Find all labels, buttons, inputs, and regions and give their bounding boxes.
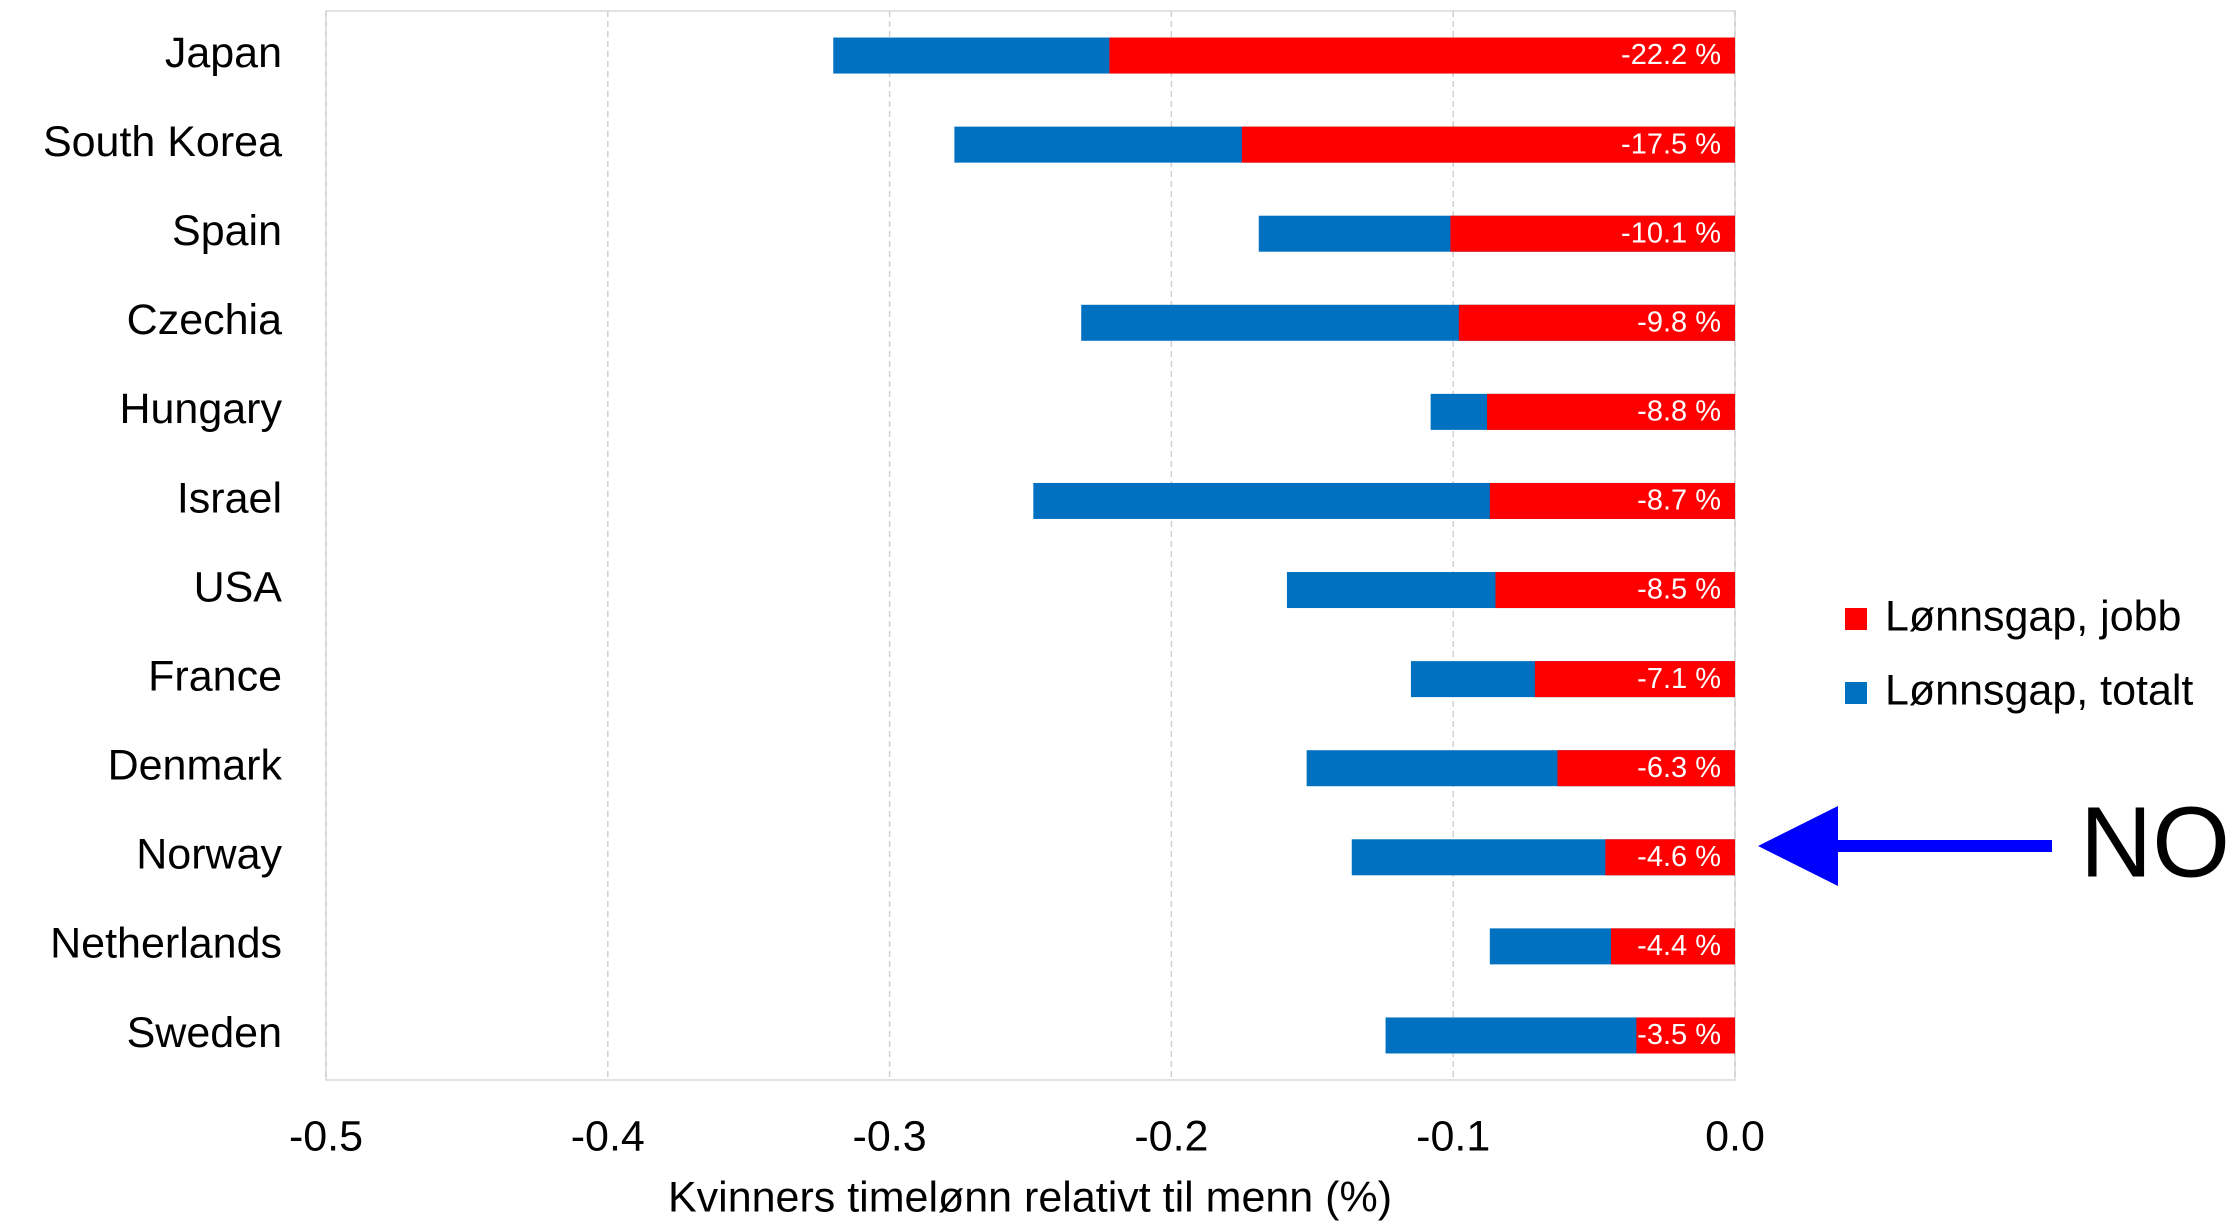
y-tick-label: Japan — [165, 29, 282, 77]
x-tick-label: -0.2 — [1134, 1112, 1208, 1160]
bar — [1605, 839, 1735, 876]
bar — [1458, 304, 1735, 341]
value-label: -10.1 % — [1621, 217, 1721, 249]
value-label: -9.8 % — [1637, 306, 1721, 338]
y-tick-label: South Korea — [43, 118, 282, 166]
value-label: -4.4 % — [1637, 930, 1721, 962]
bar — [1109, 37, 1735, 74]
value-label: -17.5 % — [1621, 128, 1721, 160]
value-label: -7.1 % — [1637, 663, 1721, 695]
legend-label: Lønnsgap, totalt — [1885, 666, 2193, 714]
y-tick-label: Czechia — [127, 296, 282, 344]
legend-label: Lønnsgap, jobb — [1885, 592, 2181, 640]
value-label: -8.5 % — [1637, 574, 1721, 606]
y-tick-label: Denmark — [108, 742, 283, 790]
x-tick-label: -0.4 — [571, 1112, 645, 1160]
value-label: -4.6 % — [1637, 841, 1721, 873]
value-label: -8.7 % — [1637, 485, 1721, 517]
legend-swatch — [1845, 682, 1867, 704]
plot-area — [325, 10, 1736, 1081]
bar — [1489, 482, 1735, 519]
y-tick-label: Netherlands — [50, 920, 282, 968]
annotation: NO — [2080, 786, 2230, 898]
bar — [1636, 1017, 1735, 1054]
bar — [1534, 661, 1735, 698]
x-tick-label: -0.1 — [1416, 1112, 1490, 1160]
value-label: -22.2 % — [1621, 39, 1721, 71]
x-tick-label: -0.5 — [289, 1112, 363, 1160]
y-tick-label: Hungary — [119, 385, 282, 433]
y-tick-label: Spain — [172, 207, 282, 255]
value-label: -8.8 % — [1637, 396, 1721, 428]
y-tick-label: France — [148, 652, 282, 700]
bar — [1450, 215, 1735, 252]
y-tick-label: Sweden — [127, 1009, 282, 1057]
arrow-head — [1758, 806, 1838, 886]
bar — [1611, 928, 1735, 965]
bar — [1557, 750, 1735, 787]
x-axis-label: Kvinners timelønn relativt til menn (%) — [668, 1173, 1392, 1221]
value-label: -6.3 % — [1637, 752, 1721, 784]
y-tick-label: Israel — [177, 474, 282, 522]
legend-swatch — [1845, 608, 1867, 630]
bar — [1495, 572, 1735, 609]
y-tick-label: USA — [194, 563, 283, 611]
x-tick-label: -0.3 — [853, 1112, 927, 1160]
bar — [1487, 393, 1735, 430]
bar — [1241, 126, 1735, 163]
value-label: -3.5 % — [1637, 1019, 1721, 1051]
y-tick-label: Norway — [136, 831, 282, 879]
x-tick-label: 0.0 — [1705, 1112, 1765, 1160]
